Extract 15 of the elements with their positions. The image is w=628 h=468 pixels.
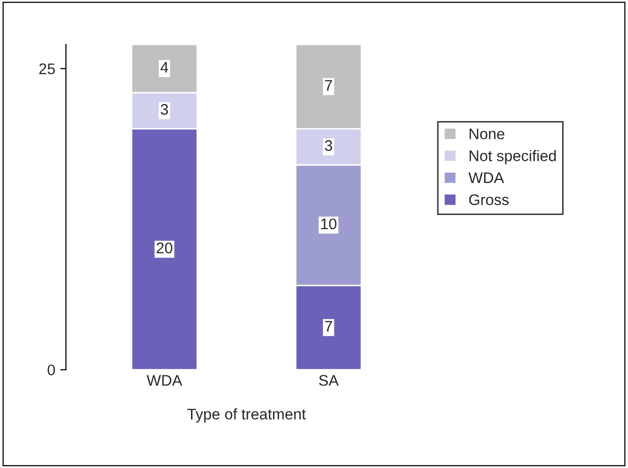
x-axis-title: Type of treatment [187,408,306,423]
data-label: 7 [325,80,332,91]
legend-label: Not specified [470,150,556,164]
legend-label: WDA [468,172,504,184]
data-label: 4 [160,62,168,73]
y-tick-label: 0 [48,364,55,376]
legend-label: None [470,128,504,140]
data-label: 3 [160,104,168,115]
y-tick-label: 25 [39,63,55,74]
data-label: 10 [321,218,336,230]
data-label: 3 [324,140,332,151]
x-tick-label: SA [319,374,339,386]
data-label: 20 [156,242,172,254]
legend-label: Gross [469,194,509,206]
data-label: 7 [325,320,332,332]
